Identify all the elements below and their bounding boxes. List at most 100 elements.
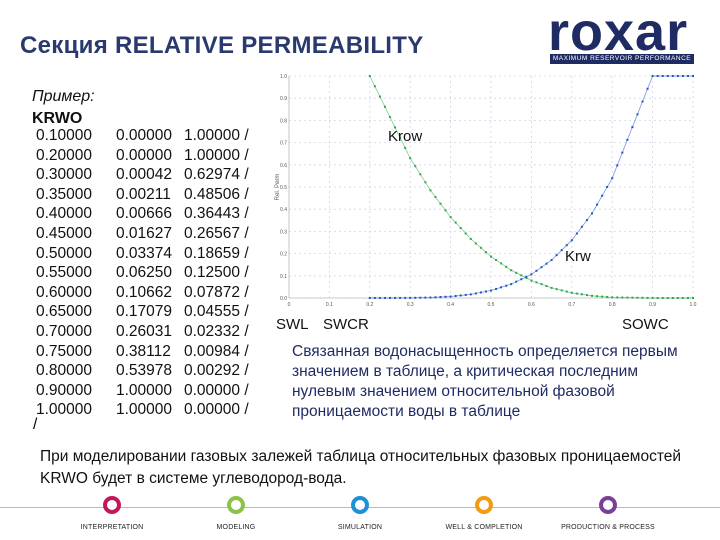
data-point-krow bbox=[479, 246, 482, 249]
relperm-chart-svg: 1.0 0.9 0.8 0.7 0.6 0.5 0.4 0.3 0.2 0.1 0.00 0.1 0.2… bbox=[275, 74, 697, 308]
data-point-krow bbox=[585, 294, 588, 297]
data-point-krw bbox=[515, 280, 518, 283]
x-tick-label: 0.7 bbox=[568, 302, 575, 308]
data-point-krw bbox=[474, 292, 477, 295]
table-row: 0.10000 0.00000 1.00000 / bbox=[36, 126, 264, 146]
data-point-krw bbox=[368, 297, 371, 299]
data-point-krw bbox=[530, 273, 533, 276]
y-axis-label: Rel. Perm bbox=[275, 174, 281, 201]
sw-value: 0.30000 bbox=[36, 166, 93, 184]
ring-icon bbox=[351, 496, 369, 514]
data-point-krow bbox=[641, 296, 644, 299]
data-point-krow bbox=[429, 189, 432, 192]
data-point-krw bbox=[671, 75, 674, 77]
logo-wordmark: roxar bbox=[548, 2, 689, 62]
krw-value: 0.10662 bbox=[116, 283, 173, 301]
data-point-krw bbox=[469, 293, 472, 296]
sw-value: 0.60000 bbox=[36, 283, 93, 301]
keyword-krwo: KRWO bbox=[32, 110, 83, 127]
data-point-krow bbox=[469, 238, 472, 241]
swcr-annotation: SWCR bbox=[323, 316, 369, 333]
y-tick-label: 0.3 bbox=[280, 229, 287, 235]
sw-value: 0.20000 bbox=[36, 146, 93, 164]
data-point-krow bbox=[591, 294, 593, 297]
data-point-krow bbox=[601, 295, 604, 298]
data-point-krw bbox=[591, 212, 593, 215]
data-point-krw bbox=[641, 100, 644, 103]
x-tick-label: 0.8 bbox=[609, 302, 616, 308]
data-point-krw bbox=[565, 244, 568, 247]
data-point-krow bbox=[550, 286, 553, 289]
x-tick-label: 0.6 bbox=[528, 302, 535, 308]
footer-item-production-process[interactable]: PRODUCTION & PROCESS bbox=[548, 496, 668, 531]
data-point-krw bbox=[500, 286, 503, 289]
data-point-krow bbox=[580, 293, 583, 296]
data-point-krw bbox=[484, 290, 487, 293]
data-point-krw bbox=[555, 254, 558, 257]
data-point-krw bbox=[575, 232, 578, 235]
x-tick-label: 0.1 bbox=[326, 302, 333, 308]
data-point-krow bbox=[510, 269, 513, 272]
krow-annotation: Krow bbox=[388, 128, 423, 145]
data-point-krow bbox=[540, 283, 543, 286]
data-point-krw bbox=[666, 75, 669, 77]
data-point-krow bbox=[555, 288, 558, 291]
y-tick-label: 0.7 bbox=[280, 141, 287, 147]
data-point-krow bbox=[596, 295, 599, 298]
data-point-krw bbox=[505, 284, 508, 287]
table-row: 0.60000 0.10662 0.07872 / bbox=[36, 283, 264, 303]
data-point-krw bbox=[651, 75, 654, 77]
data-point-krow bbox=[464, 232, 467, 235]
data-point-krw bbox=[464, 293, 467, 296]
data-point-krow bbox=[676, 297, 679, 299]
krow-value: 0.07872 / bbox=[184, 283, 249, 301]
krw-value: 0.03374 bbox=[116, 244, 173, 262]
data-point-krow bbox=[484, 251, 487, 254]
data-point-krw bbox=[414, 296, 417, 299]
table-row: 0.55000 0.06250 0.12500 / bbox=[36, 263, 264, 283]
sw-value: 0.50000 bbox=[36, 244, 93, 262]
data-point-krow bbox=[681, 297, 684, 299]
y-tick-label: 0.8 bbox=[280, 118, 287, 124]
data-point-krw bbox=[636, 113, 639, 116]
data-point-krow bbox=[575, 292, 578, 295]
krow-value: 1.00000 / bbox=[184, 127, 249, 144]
table-row: 0.80000 0.53978 0.00292 / bbox=[36, 361, 264, 381]
krow-value: 0.48506 / bbox=[184, 185, 249, 203]
footer-item-simulation[interactable]: SIMULATION bbox=[300, 496, 420, 531]
sw-value: 0.40000 bbox=[36, 205, 93, 223]
x-tick-label: 0.2 bbox=[366, 302, 373, 308]
data-point-krow bbox=[520, 274, 523, 277]
data-point-krow bbox=[389, 116, 391, 119]
sw-value: 1.00000 bbox=[36, 401, 93, 419]
krw-value: 0.17079 bbox=[116, 303, 173, 321]
example-label: Пример: bbox=[32, 88, 95, 105]
data-point-krow bbox=[606, 295, 609, 298]
table-row: 0.40000 0.00666 0.36443 / bbox=[36, 204, 264, 224]
data-point-krow bbox=[490, 255, 492, 258]
krow-value: 0.12500 / bbox=[184, 264, 249, 282]
data-point-krw bbox=[394, 296, 397, 299]
data-point-krw bbox=[656, 75, 659, 77]
footer-item-modeling[interactable]: MODELING bbox=[176, 496, 296, 531]
sw-value: 0.90000 bbox=[36, 381, 93, 399]
data-point-krw bbox=[373, 296, 376, 299]
sw-value: 0.65000 bbox=[36, 303, 93, 321]
krow-value: 0.00000 / bbox=[184, 401, 249, 419]
data-point-krw bbox=[611, 177, 614, 180]
krow-value: 1.00000 / bbox=[184, 146, 249, 164]
data-point-krow bbox=[444, 209, 447, 212]
data-point-krw bbox=[550, 259, 553, 262]
footer-item-well-completion[interactable]: WELL & COMPLETION bbox=[424, 496, 544, 531]
data-point-krow bbox=[419, 173, 422, 176]
footer-item-label: INTERPRETATION bbox=[80, 524, 144, 531]
data-point-krow bbox=[474, 242, 477, 245]
sowc-annotation: SOWC bbox=[622, 316, 669, 333]
data-point-krw bbox=[378, 296, 381, 299]
footer-item-interpretation[interactable]: INTERPRETATION bbox=[52, 496, 172, 531]
data-point-krow bbox=[636, 296, 639, 299]
x-tick-label: 0 bbox=[288, 302, 291, 308]
data-point-krow bbox=[692, 297, 694, 299]
krow-value: 0.18659 / bbox=[184, 244, 249, 262]
data-point-krw bbox=[490, 289, 492, 292]
